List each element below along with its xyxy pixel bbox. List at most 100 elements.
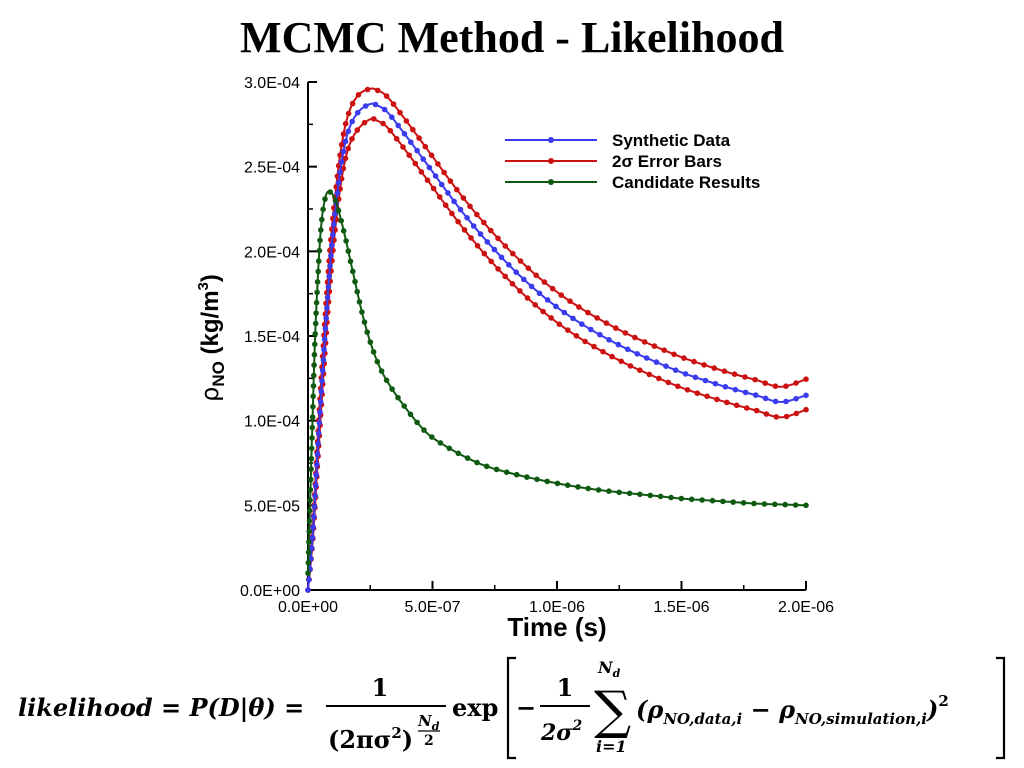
data-point	[422, 143, 429, 150]
data-point	[420, 156, 427, 162]
chart: 0.0E+00 5.0E-07 1.0E-06 1.5E-06 2.0E-06 0.0E+…	[195, 75, 834, 642]
data-point	[704, 393, 710, 400]
data-point	[331, 221, 337, 228]
data-point	[306, 518, 313, 524]
data-point	[483, 463, 490, 470]
data-point	[544, 297, 551, 303]
data-point	[694, 390, 701, 397]
data-point	[502, 273, 509, 280]
data-point	[792, 502, 799, 508]
data-point	[347, 258, 354, 265]
data-point	[688, 496, 695, 503]
data-point	[400, 144, 406, 150]
data-point	[321, 336, 328, 343]
data-point	[701, 362, 707, 368]
data-point	[340, 228, 347, 234]
likelihood-equation: likelihood = P(D|θ) = 1 (2πσ2) Nd 2 exp …	[18, 656, 1006, 760]
data-point	[315, 430, 322, 437]
data-point	[432, 173, 439, 179]
data-point	[558, 292, 564, 298]
data-point	[498, 254, 505, 261]
data-point	[321, 346, 327, 353]
y-tick-label: 1.5E-04	[244, 329, 300, 346]
data-point	[309, 424, 316, 431]
data-point	[751, 500, 757, 507]
data-point	[564, 482, 571, 489]
data-point	[429, 434, 435, 440]
data-point	[481, 219, 487, 226]
eq-minus: −	[516, 693, 536, 722]
data-point	[342, 155, 349, 162]
data-point	[320, 206, 326, 213]
legend: Synthetic Data 2σ Error Bars Candidate Res…	[505, 131, 760, 192]
data-point	[554, 480, 561, 487]
series-line	[307, 190, 806, 574]
eq-fraction-numerator: 1	[372, 673, 389, 702]
data-point	[481, 250, 488, 257]
data-point	[509, 281, 516, 287]
data-point	[783, 383, 789, 390]
eq-exponent-numerator: Nd	[417, 712, 440, 733]
data-point	[397, 109, 403, 116]
legend-entry: 2σ Error Bars	[505, 152, 722, 171]
eq-sum-sign: ∑	[594, 681, 631, 741]
data-point	[361, 319, 368, 325]
data-point	[691, 358, 697, 365]
y-tick-label: 5.0E-05	[244, 498, 300, 515]
data-point	[442, 202, 449, 208]
data-point	[488, 258, 495, 265]
legend-entry: Candidate Results	[505, 173, 760, 192]
data-point	[340, 165, 347, 172]
data-point	[310, 393, 317, 400]
data-point	[510, 250, 516, 257]
data-point	[561, 309, 568, 316]
data-point	[573, 333, 580, 339]
data-point	[314, 289, 320, 296]
data-point	[647, 492, 654, 499]
data-point	[637, 367, 643, 374]
data-point	[328, 252, 334, 259]
data-point	[307, 507, 313, 514]
eq-sum-top: Nd	[597, 658, 621, 680]
x-axis-label: Time (s)	[507, 612, 606, 642]
data-point	[342, 120, 349, 127]
data-point	[380, 120, 386, 127]
data-point	[752, 392, 759, 398]
data-point	[753, 407, 760, 414]
data-point	[315, 440, 321, 447]
data-point	[793, 380, 799, 386]
data-point	[428, 152, 435, 159]
data-point	[637, 491, 643, 498]
legend-swatch-marker	[548, 158, 554, 164]
data-point	[672, 367, 679, 374]
data-point	[314, 451, 321, 458]
data-point	[319, 216, 325, 223]
data-point	[651, 343, 658, 349]
data-point	[793, 410, 800, 417]
data-point	[484, 239, 491, 245]
data-point	[609, 353, 615, 360]
data-point	[317, 399, 324, 405]
data-point	[493, 466, 500, 473]
x-tick-label: 1.5E-06	[653, 599, 709, 616]
data-point	[467, 203, 473, 210]
data-point	[618, 358, 624, 365]
data-point	[714, 396, 720, 403]
data-point	[533, 272, 539, 279]
data-point	[340, 131, 347, 137]
data-point	[354, 127, 361, 133]
data-point	[616, 489, 622, 496]
data-point	[311, 362, 317, 368]
data-point	[403, 118, 410, 124]
data-point	[381, 106, 388, 113]
data-point	[657, 493, 664, 500]
data-point	[477, 231, 484, 237]
data-point	[762, 395, 769, 402]
data-point	[643, 355, 650, 361]
data-point	[615, 341, 622, 348]
data-point	[426, 164, 433, 171]
data-point	[585, 309, 591, 316]
data-point	[414, 147, 420, 154]
data-point	[311, 372, 317, 379]
data-point	[603, 320, 610, 326]
